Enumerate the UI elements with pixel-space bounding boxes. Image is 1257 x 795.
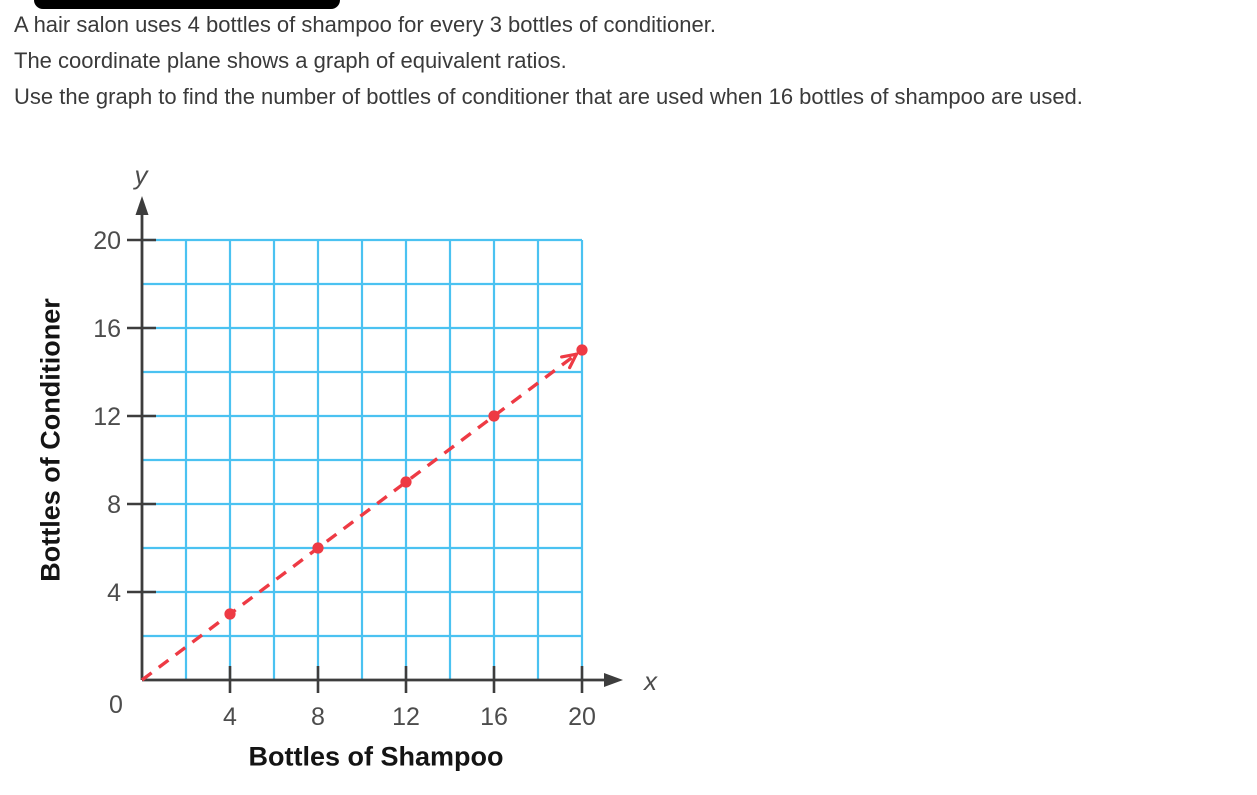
x-tick-label: 12 xyxy=(392,703,420,731)
data-point xyxy=(312,542,324,554)
origin-label: 0 xyxy=(109,691,123,719)
top-black-bar xyxy=(34,0,340,9)
y-tick-label: 12 xyxy=(93,403,121,431)
y-axis-arrow-icon xyxy=(135,196,149,215)
x-tick-label: 4 xyxy=(223,703,237,731)
y-axis-title: Bottles of Conditioner xyxy=(35,298,66,582)
x-axis-title: Bottles of Shampoo xyxy=(248,741,504,772)
data-point xyxy=(576,344,588,356)
x-tick-label: 20 xyxy=(568,703,596,731)
data-point xyxy=(224,608,236,620)
problem-line-1: A hair salon uses 4 bottles of shampoo f… xyxy=(14,12,716,37)
x-tick-label: 16 xyxy=(480,703,508,731)
y-tick-label: 8 xyxy=(107,491,121,519)
x-axis-letter: x xyxy=(642,666,658,696)
x-axis-arrow-icon xyxy=(604,673,623,687)
y-tick-label: 16 xyxy=(93,315,121,343)
trend-arrowhead-icon xyxy=(568,352,579,370)
trend-arrowhead-icon xyxy=(560,352,579,359)
y-axis-letter: y xyxy=(133,160,150,190)
data-point xyxy=(488,410,500,422)
problem-line-2: The coordinate plane shows a graph of eq… xyxy=(14,48,567,73)
data-point xyxy=(400,476,412,488)
coordinate-plane: 4 8 12 16 20 4 8 12 16 20 0 y x xyxy=(93,160,658,731)
y-tick-label: 4 xyxy=(107,579,121,607)
problem-line-3: Use the graph to find the number of bott… xyxy=(14,84,1083,109)
problem-statement: A hair salon uses 4 bottles of shampoo f… xyxy=(14,7,1249,115)
y-tick-label: 20 xyxy=(93,227,121,255)
ratio-trend-line xyxy=(140,355,575,682)
x-tick-label: 8 xyxy=(311,703,325,731)
ratio-graph-figure: 4 8 12 16 20 4 8 12 16 20 0 y x xyxy=(0,150,700,795)
